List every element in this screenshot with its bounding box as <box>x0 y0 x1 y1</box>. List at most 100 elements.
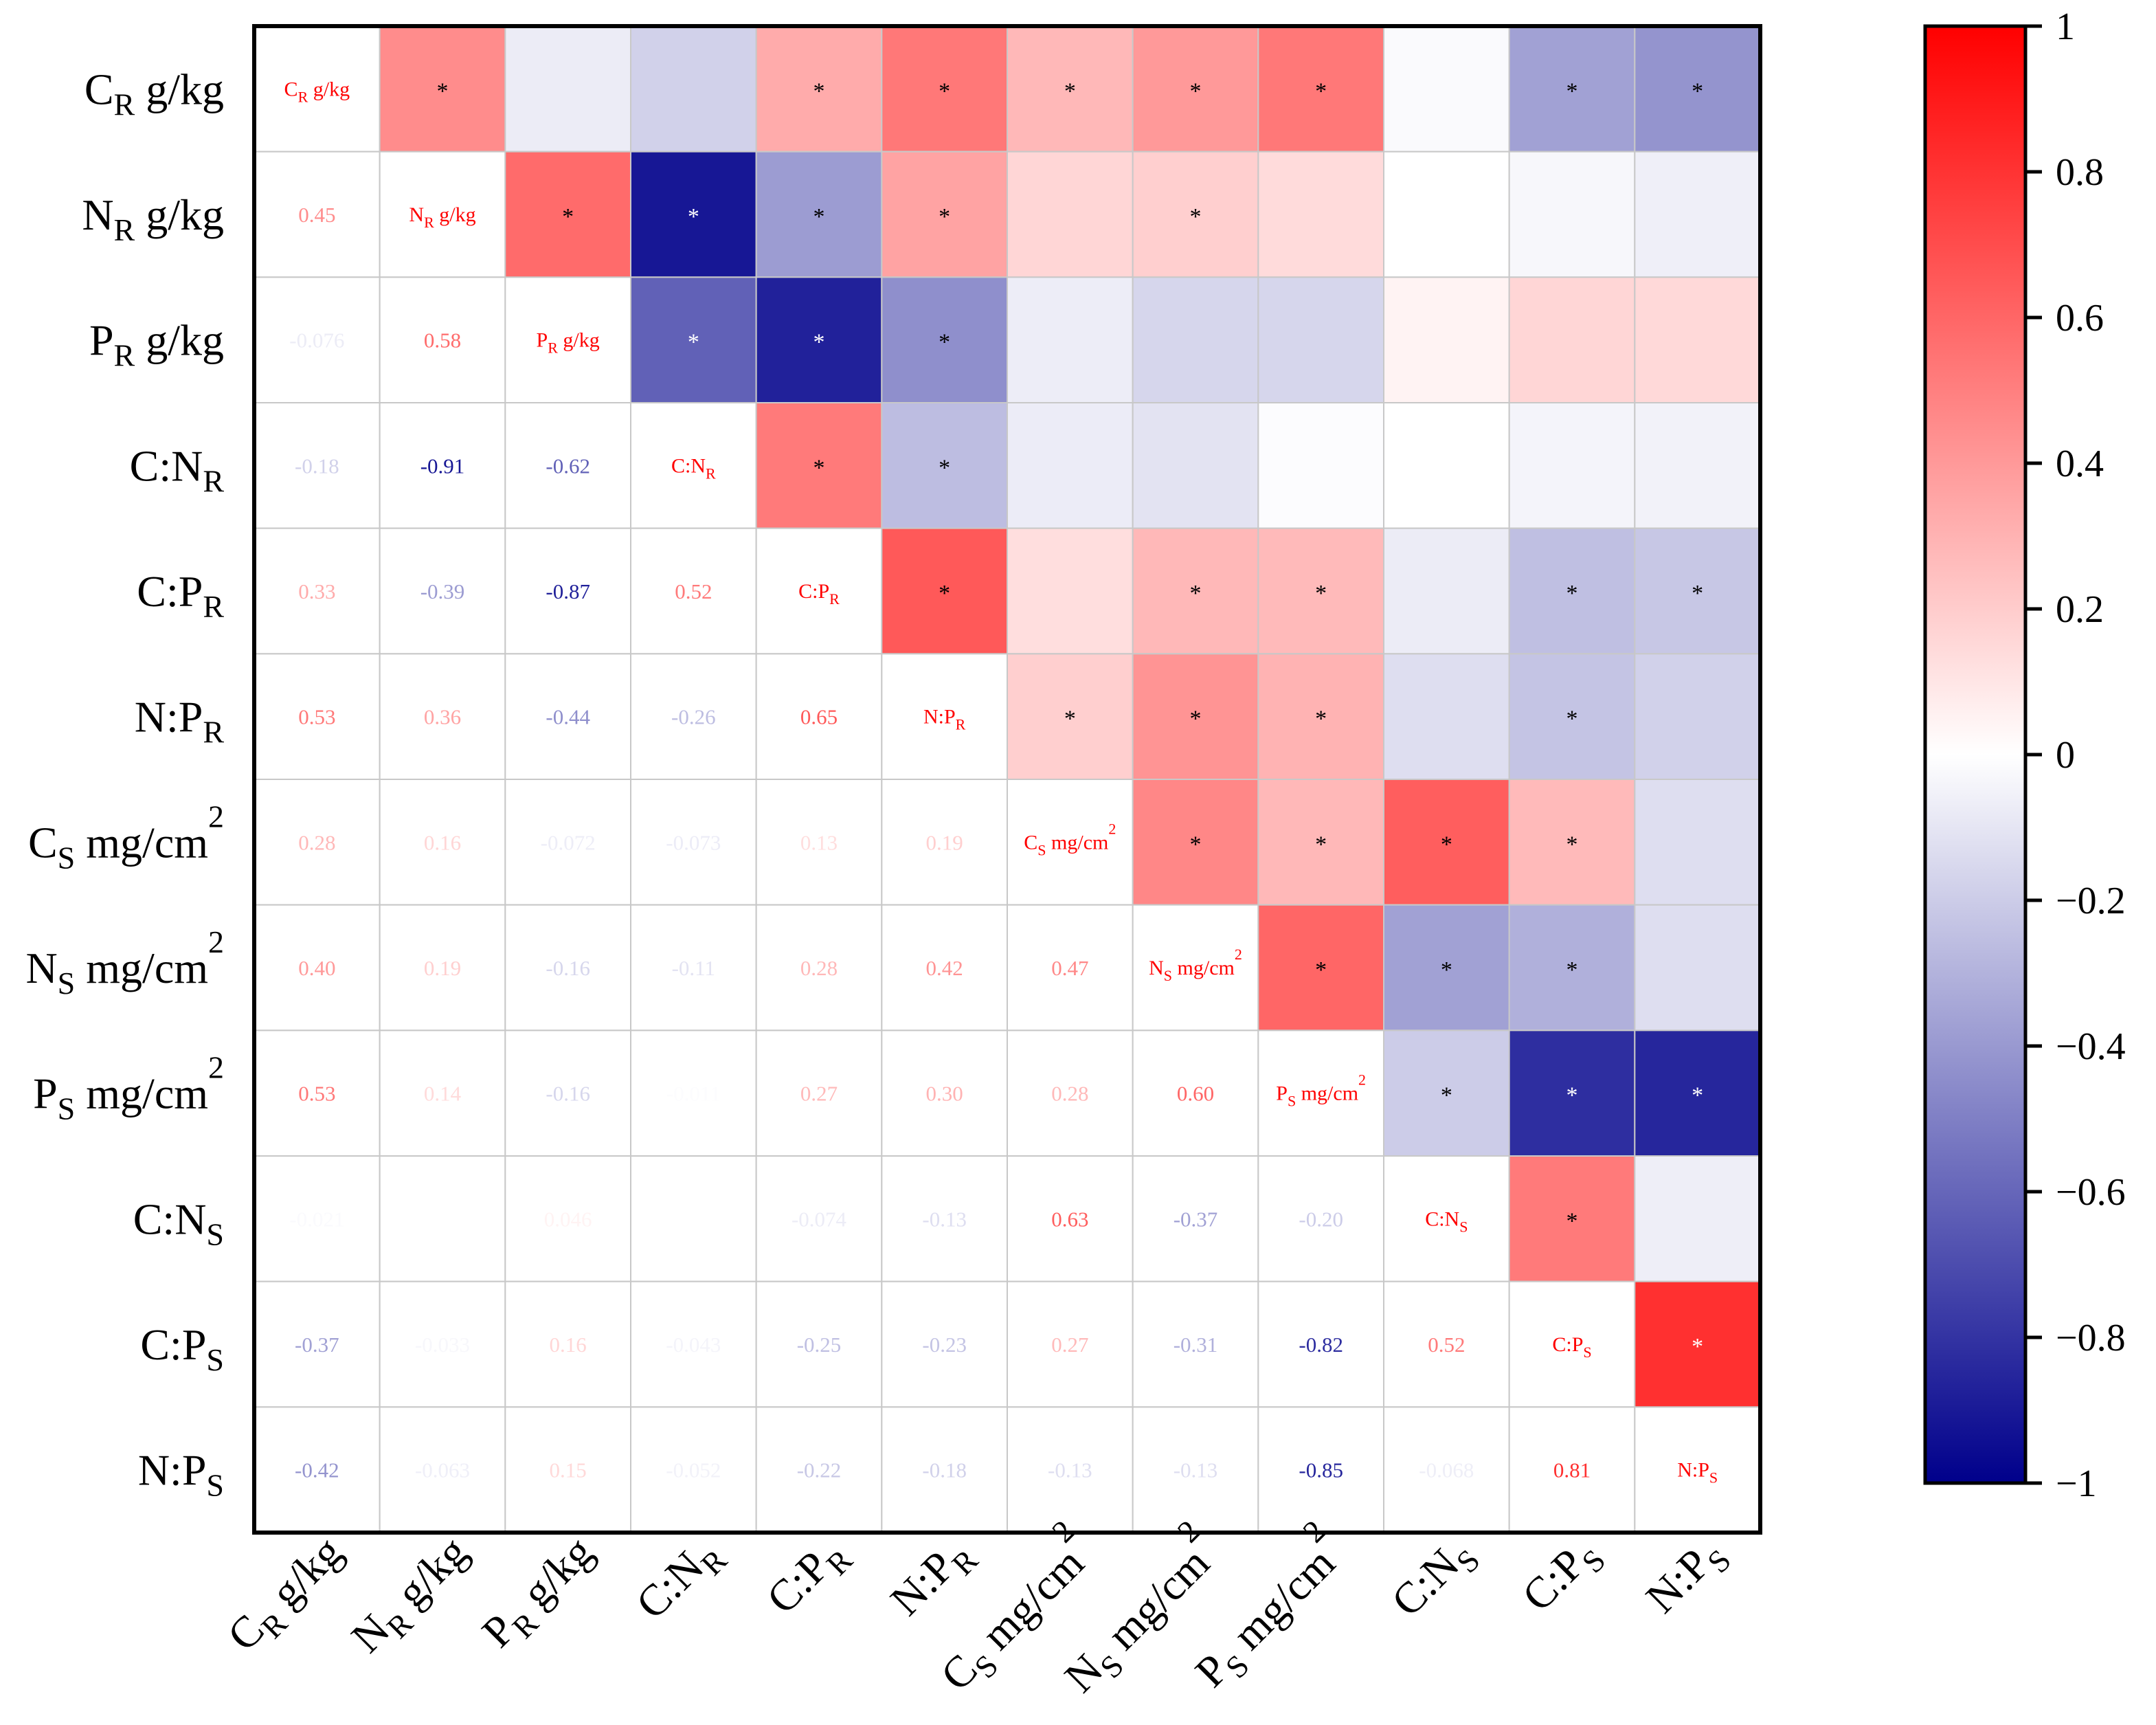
significance-marker: * <box>1692 78 1703 104</box>
value-cell-3-1 <box>379 402 506 529</box>
value-cell-7-5 <box>881 904 1009 1032</box>
heatmap-cell-3-11 <box>1634 402 1761 529</box>
heatmap-cell-3-7 <box>1132 402 1259 529</box>
heatmap-cell-0-10 <box>1508 25 1636 153</box>
value-label: 0.16 <box>424 830 461 854</box>
value-cell-9-1 <box>379 1155 506 1282</box>
colorbar: 1 0.8 0.6 0.4 0.2 0 −0.2 −0.4 −0.6 −0.8 −1 <box>1923 5 2126 1505</box>
heatmap-cell-2-7 <box>1132 276 1259 404</box>
value-label: -0.052 <box>666 1458 721 1482</box>
value-cell-11-1 <box>379 1406 506 1534</box>
heatmap-cell-3-5 <box>881 402 1009 529</box>
significance-marker: * <box>1692 1083 1703 1109</box>
column-label: N:PS <box>1637 1527 1738 1628</box>
significance-marker: * <box>1190 706 1202 732</box>
significance-marker: * <box>1567 581 1578 606</box>
value-label: 0.42 <box>926 956 963 980</box>
value-label: -0.033 <box>415 1333 470 1357</box>
value-cell-11-9 <box>1383 1406 1510 1534</box>
column-label-group: CR g/kg <box>218 1527 351 1660</box>
value-label: -0.91 <box>420 454 465 478</box>
heatmap-cell-7-8 <box>1257 904 1385 1032</box>
value-cell-9-6 <box>1007 1155 1134 1282</box>
diagonal-label: CS mg/cm2 <box>1024 820 1116 858</box>
value-label: -0.021 <box>289 1207 344 1231</box>
value-cell-9-3 <box>630 1155 757 1282</box>
value-cell-7-4 <box>755 904 883 1032</box>
value-label: 0.52 <box>1428 1333 1465 1357</box>
significance-marker: * <box>1190 832 1202 857</box>
heatmap-cell-5-7 <box>1132 653 1259 780</box>
diagonal-label: C:NS <box>1425 1208 1468 1235</box>
significance-marker: * <box>1567 832 1578 857</box>
value-label: 0.16 <box>550 1333 587 1357</box>
value-label: 0.28 <box>800 956 838 980</box>
heatmap-cell-7-9 <box>1383 904 1510 1032</box>
heatmap-cell-4-6 <box>1007 527 1134 655</box>
significance-marker: * <box>1064 78 1076 104</box>
value-cell-11-3 <box>630 1406 757 1534</box>
heatmap-cell-1-11 <box>1634 151 1761 278</box>
value-cell-8-4 <box>755 1030 883 1157</box>
value-label: -0.39 <box>420 579 465 603</box>
significance-marker: * <box>1064 706 1076 732</box>
significance-marker: * <box>1567 1208 1578 1234</box>
value-label: -0.82 <box>1299 1333 1343 1357</box>
column-label: C:NS <box>1382 1527 1486 1632</box>
significance-marker: * <box>813 78 825 104</box>
column-label-group: N:PR <box>881 1542 985 1625</box>
significance-marker: * <box>1441 1083 1452 1109</box>
value-label: -0.42 <box>295 1458 339 1482</box>
value-cell-10-5 <box>881 1280 1009 1408</box>
column-label-group: PR g/kg <box>473 1527 603 1657</box>
significance-marker: * <box>939 78 950 104</box>
heatmap-cell-0-1 <box>379 25 506 153</box>
value-cell-10-7 <box>1132 1280 1259 1408</box>
value-label: -0.18 <box>295 454 339 478</box>
diagonal-cell-6 <box>1007 779 1134 906</box>
value-cell-11-2 <box>504 1406 631 1534</box>
row-label: N:PR <box>135 693 225 750</box>
value-label: 0.27 <box>800 1082 838 1106</box>
heatmap-cell-6-10 <box>1508 779 1636 906</box>
value-cell-3-2 <box>504 402 631 529</box>
colorbar-tick-label: −0.6 <box>2056 1171 2126 1214</box>
heatmap-cell-0-6 <box>1007 25 1134 153</box>
row-labels: CR g/kg NR g/kg PR g/kg C:NR C:PR N:PR CS mg/c… <box>25 65 224 1502</box>
value-label: 0.046 <box>544 1207 592 1231</box>
heatmap-cell-10-11 <box>1634 1280 1761 1408</box>
colorbar-tick-label: −0.4 <box>2056 1025 2126 1068</box>
value-cell-2-1 <box>379 276 506 404</box>
column-label: NR g/kg <box>342 1527 483 1668</box>
significance-marker: * <box>688 330 699 355</box>
significance-marker: * <box>1567 1083 1578 1109</box>
value-label: -0.31 <box>1174 1333 1218 1357</box>
heatmap-cell-7-10 <box>1508 904 1636 1032</box>
value-label: -0.074 <box>791 1207 847 1231</box>
value-label: 0.60 <box>1177 1082 1214 1106</box>
heatmap-cells: CR g/kg * * * * * * * * 0.45 NR g/kg * * * * * -0.076 0.5… <box>252 24 1762 1535</box>
significance-marker: * <box>1315 832 1327 857</box>
value-label: 0.30 <box>926 1082 963 1106</box>
significance-marker: * <box>1315 78 1327 104</box>
value-label: -0.13 <box>1048 1458 1092 1482</box>
heatmap-cell-1-2 <box>504 151 631 278</box>
significance-marker: * <box>1441 832 1452 857</box>
value-cell-10-2 <box>504 1280 631 1408</box>
value-label: 0.47 <box>1051 956 1088 980</box>
value-cell-5-3 <box>630 653 757 780</box>
heatmap-cell-0-4 <box>755 25 883 153</box>
value-label: 0.52 <box>675 579 712 603</box>
value-cell-6-0 <box>254 779 381 906</box>
heatmap-cell-7-11 <box>1634 904 1761 1032</box>
value-cell-2-0 <box>254 276 381 404</box>
value-cell-9-0 <box>254 1155 381 1282</box>
significance-marker: * <box>1692 1334 1703 1359</box>
value-label: -0.25 <box>797 1333 842 1357</box>
heatmap-cell-1-9 <box>1383 151 1510 278</box>
value-cell-5-0 <box>254 653 381 780</box>
heatmap-cell-2-4 <box>755 276 883 404</box>
row-label: CR g/kg <box>85 65 224 122</box>
value-label: 0.28 <box>298 830 335 854</box>
value-label: 0.45 <box>298 203 335 227</box>
